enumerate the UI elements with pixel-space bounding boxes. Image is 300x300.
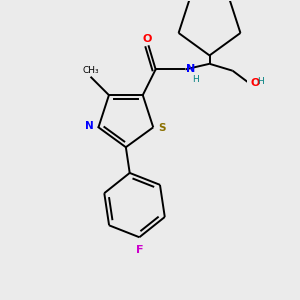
Text: N: N — [85, 122, 94, 131]
Text: S: S — [158, 123, 165, 133]
Text: O: O — [142, 34, 152, 44]
Text: F: F — [136, 244, 144, 255]
Text: CH₃: CH₃ — [82, 65, 99, 74]
Text: N: N — [186, 64, 196, 74]
Text: O: O — [251, 78, 260, 88]
Text: H: H — [192, 75, 199, 84]
Text: H: H — [257, 76, 264, 85]
